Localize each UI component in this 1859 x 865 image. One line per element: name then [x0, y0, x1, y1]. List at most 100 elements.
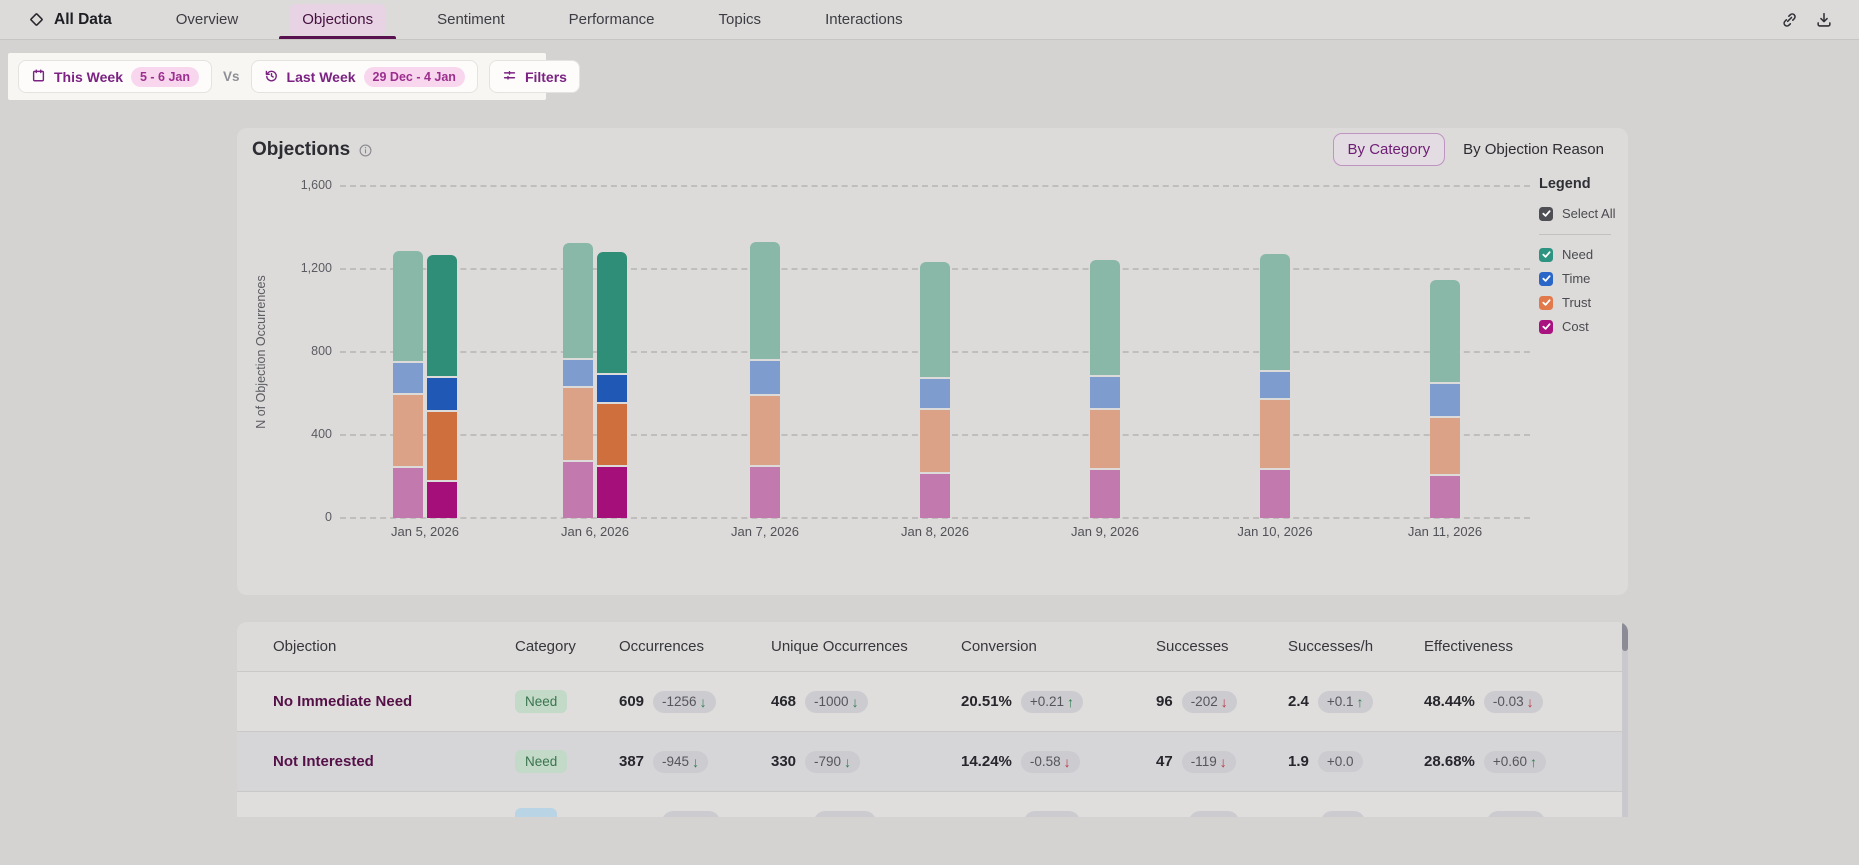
bar-segment-need[interactable]	[427, 254, 457, 377]
tab-overview[interactable]: Overview	[144, 0, 271, 39]
y-axis-ticks: 0 400 800 1,200 1,600	[237, 178, 332, 524]
tab-performance[interactable]: Performance	[537, 0, 687, 39]
legend-item-time[interactable]: Time	[1539, 271, 1628, 286]
bar-segment-trust[interactable]	[750, 396, 780, 465]
delta-badge: +0.21 ↑	[1020, 690, 1084, 713]
table-row[interactable]: No Immediate Need Need 609 -1256 ↓ 468 -1000 ↓ 2…	[237, 672, 1628, 732]
chart-title: Objections	[252, 139, 351, 160]
bar-segment-cost[interactable]	[750, 466, 780, 518]
bar-segment-trust[interactable]	[427, 411, 457, 481]
trust-checkbox[interactable]	[1539, 295, 1553, 310]
this-week-range-badge: 5 - 6 Jan	[131, 66, 200, 87]
delta-badge	[1024, 810, 1080, 817]
bar-segment-cost[interactable]	[1430, 476, 1460, 518]
bar-segment-trust[interactable]	[393, 395, 423, 466]
bar-segment-need[interactable]	[750, 241, 780, 360]
legend-select-all[interactable]: Select All	[1539, 206, 1628, 221]
tab-sentiment[interactable]: Sentiment	[405, 0, 537, 39]
bar-segment-need[interactable]	[597, 251, 627, 373]
bar-segment-need[interactable]	[1090, 260, 1120, 376]
cost-checkbox[interactable]	[1539, 319, 1553, 334]
gridline	[340, 185, 1530, 187]
metric-value: 2.4	[1288, 693, 1309, 710]
tab-objections[interactable]: Objections	[270, 0, 405, 39]
bar-segment-time[interactable]	[393, 363, 423, 394]
table-row-partial[interactable]	[237, 792, 1628, 817]
bar-segment-need[interactable]	[393, 251, 423, 362]
this-week-label: This Week	[54, 68, 123, 85]
metric-cell	[771, 810, 961, 817]
column-header-successes-h[interactable]: Successes/h	[1288, 638, 1374, 655]
legend-item-need[interactable]: Need	[1539, 247, 1628, 262]
bar-segment-trust[interactable]	[1430, 418, 1460, 475]
need-checkbox[interactable]	[1539, 247, 1553, 262]
column-header-category[interactable]: Category	[515, 638, 576, 655]
objection-link[interactable]: Not Interested	[273, 752, 374, 770]
info-icon[interactable]	[358, 143, 373, 158]
bar-segment-cost[interactable]	[563, 461, 593, 518]
time-checkbox[interactable]	[1539, 271, 1553, 286]
bar-segment-time[interactable]	[563, 359, 593, 387]
delta-badge: +0.1 ↑	[1317, 690, 1373, 713]
bar-segment-trust[interactable]	[563, 388, 593, 460]
last-week-button[interactable]: Last Week 29 Dec - 4 Jan	[250, 60, 478, 93]
bar-segment-trust[interactable]	[1260, 400, 1290, 469]
workspace-selector[interactable]: All Data	[0, 0, 112, 39]
gridline	[340, 517, 1530, 519]
x-tick-label: Jan 11, 2026	[1407, 524, 1483, 539]
column-header-conversion[interactable]: Conversion	[961, 638, 1037, 655]
bar-segment-trust[interactable]	[1090, 409, 1120, 469]
bar-segment-time[interactable]	[427, 378, 457, 410]
download-icon[interactable]	[1815, 11, 1833, 29]
bar-segment-need[interactable]	[1260, 253, 1290, 371]
bar-segment-time[interactable]	[1430, 384, 1460, 417]
comparison-filter-bar: This Week 5 - 6 Jan Vs Last Week 29 Dec …	[8, 53, 580, 100]
bar-segment-time[interactable]	[920, 379, 950, 408]
bar-segment-need[interactable]	[1430, 279, 1460, 383]
column-header-objection[interactable]: Objection	[273, 638, 337, 655]
bar-segment-trust[interactable]	[597, 403, 627, 466]
bar-segment-time[interactable]	[1090, 377, 1120, 408]
copy-link-icon[interactable]	[1780, 11, 1798, 29]
bar-segment-need[interactable]	[563, 243, 593, 358]
bar-segment-need[interactable]	[920, 261, 950, 378]
legend-title: Legend	[1539, 176, 1591, 192]
last-week-label: Last Week	[286, 68, 356, 85]
column-header-effectiveness[interactable]: Effectiveness	[1424, 638, 1513, 655]
tab-interactions[interactable]: Interactions	[793, 0, 935, 39]
bar-segment-cost[interactable]	[1090, 470, 1120, 518]
bar-segment-cost[interactable]	[597, 467, 627, 518]
table-row[interactable]: Not Interested Need 387 -945 ↓ 330 -790 ↓ 14.24%…	[237, 732, 1628, 792]
bar-segment-cost[interactable]	[920, 473, 950, 518]
legend-divider	[1539, 234, 1611, 235]
bar-segment-trust[interactable]	[920, 409, 950, 472]
metric-cell: 468 -1000 ↓	[771, 690, 961, 713]
toggle-by-category[interactable]: By Category	[1332, 133, 1446, 166]
legend-items: Need Time Trust Cost	[1539, 247, 1628, 334]
delta-badge: -119 ↓	[1181, 750, 1236, 773]
bar-segment-time[interactable]	[597, 374, 627, 402]
bar-segment-time[interactable]	[750, 361, 780, 395]
column-header-successes[interactable]: Successes	[1156, 638, 1229, 655]
this-week-button[interactable]: This Week 5 - 6 Jan	[18, 60, 213, 93]
metric-cell: 47 -119 ↓	[1156, 750, 1288, 773]
legend-item-trust[interactable]: Trust	[1539, 295, 1628, 310]
bar-segment-cost[interactable]	[1260, 470, 1290, 518]
select-all-checkbox[interactable]	[1539, 206, 1553, 221]
table-scrollbar-thumb[interactable]	[1622, 622, 1628, 651]
tab-label: Objections	[289, 4, 387, 35]
filters-button[interactable]: Filters	[488, 60, 580, 93]
bar-segment-cost[interactable]	[393, 467, 423, 518]
column-header-unique-occurrences[interactable]: Unique Occurrences	[771, 638, 908, 655]
category-cell: Need	[515, 690, 619, 713]
toggle-by-objection-reason[interactable]: By Objection Reason	[1463, 141, 1604, 158]
legend-item-cost[interactable]: Cost	[1539, 319, 1628, 334]
column-header-occurrences[interactable]: Occurrences	[619, 638, 705, 655]
delta-badge: -1256 ↓	[653, 690, 716, 713]
tab-topics[interactable]: Topics	[687, 0, 794, 39]
objection-link[interactable]: No Immediate Need	[273, 692, 413, 710]
bar-segment-cost[interactable]	[427, 482, 457, 518]
metric-value: 28.68%	[1424, 753, 1475, 770]
x-tick-label: Jan 5, 2026	[391, 524, 459, 539]
bar-segment-time[interactable]	[1260, 372, 1290, 399]
